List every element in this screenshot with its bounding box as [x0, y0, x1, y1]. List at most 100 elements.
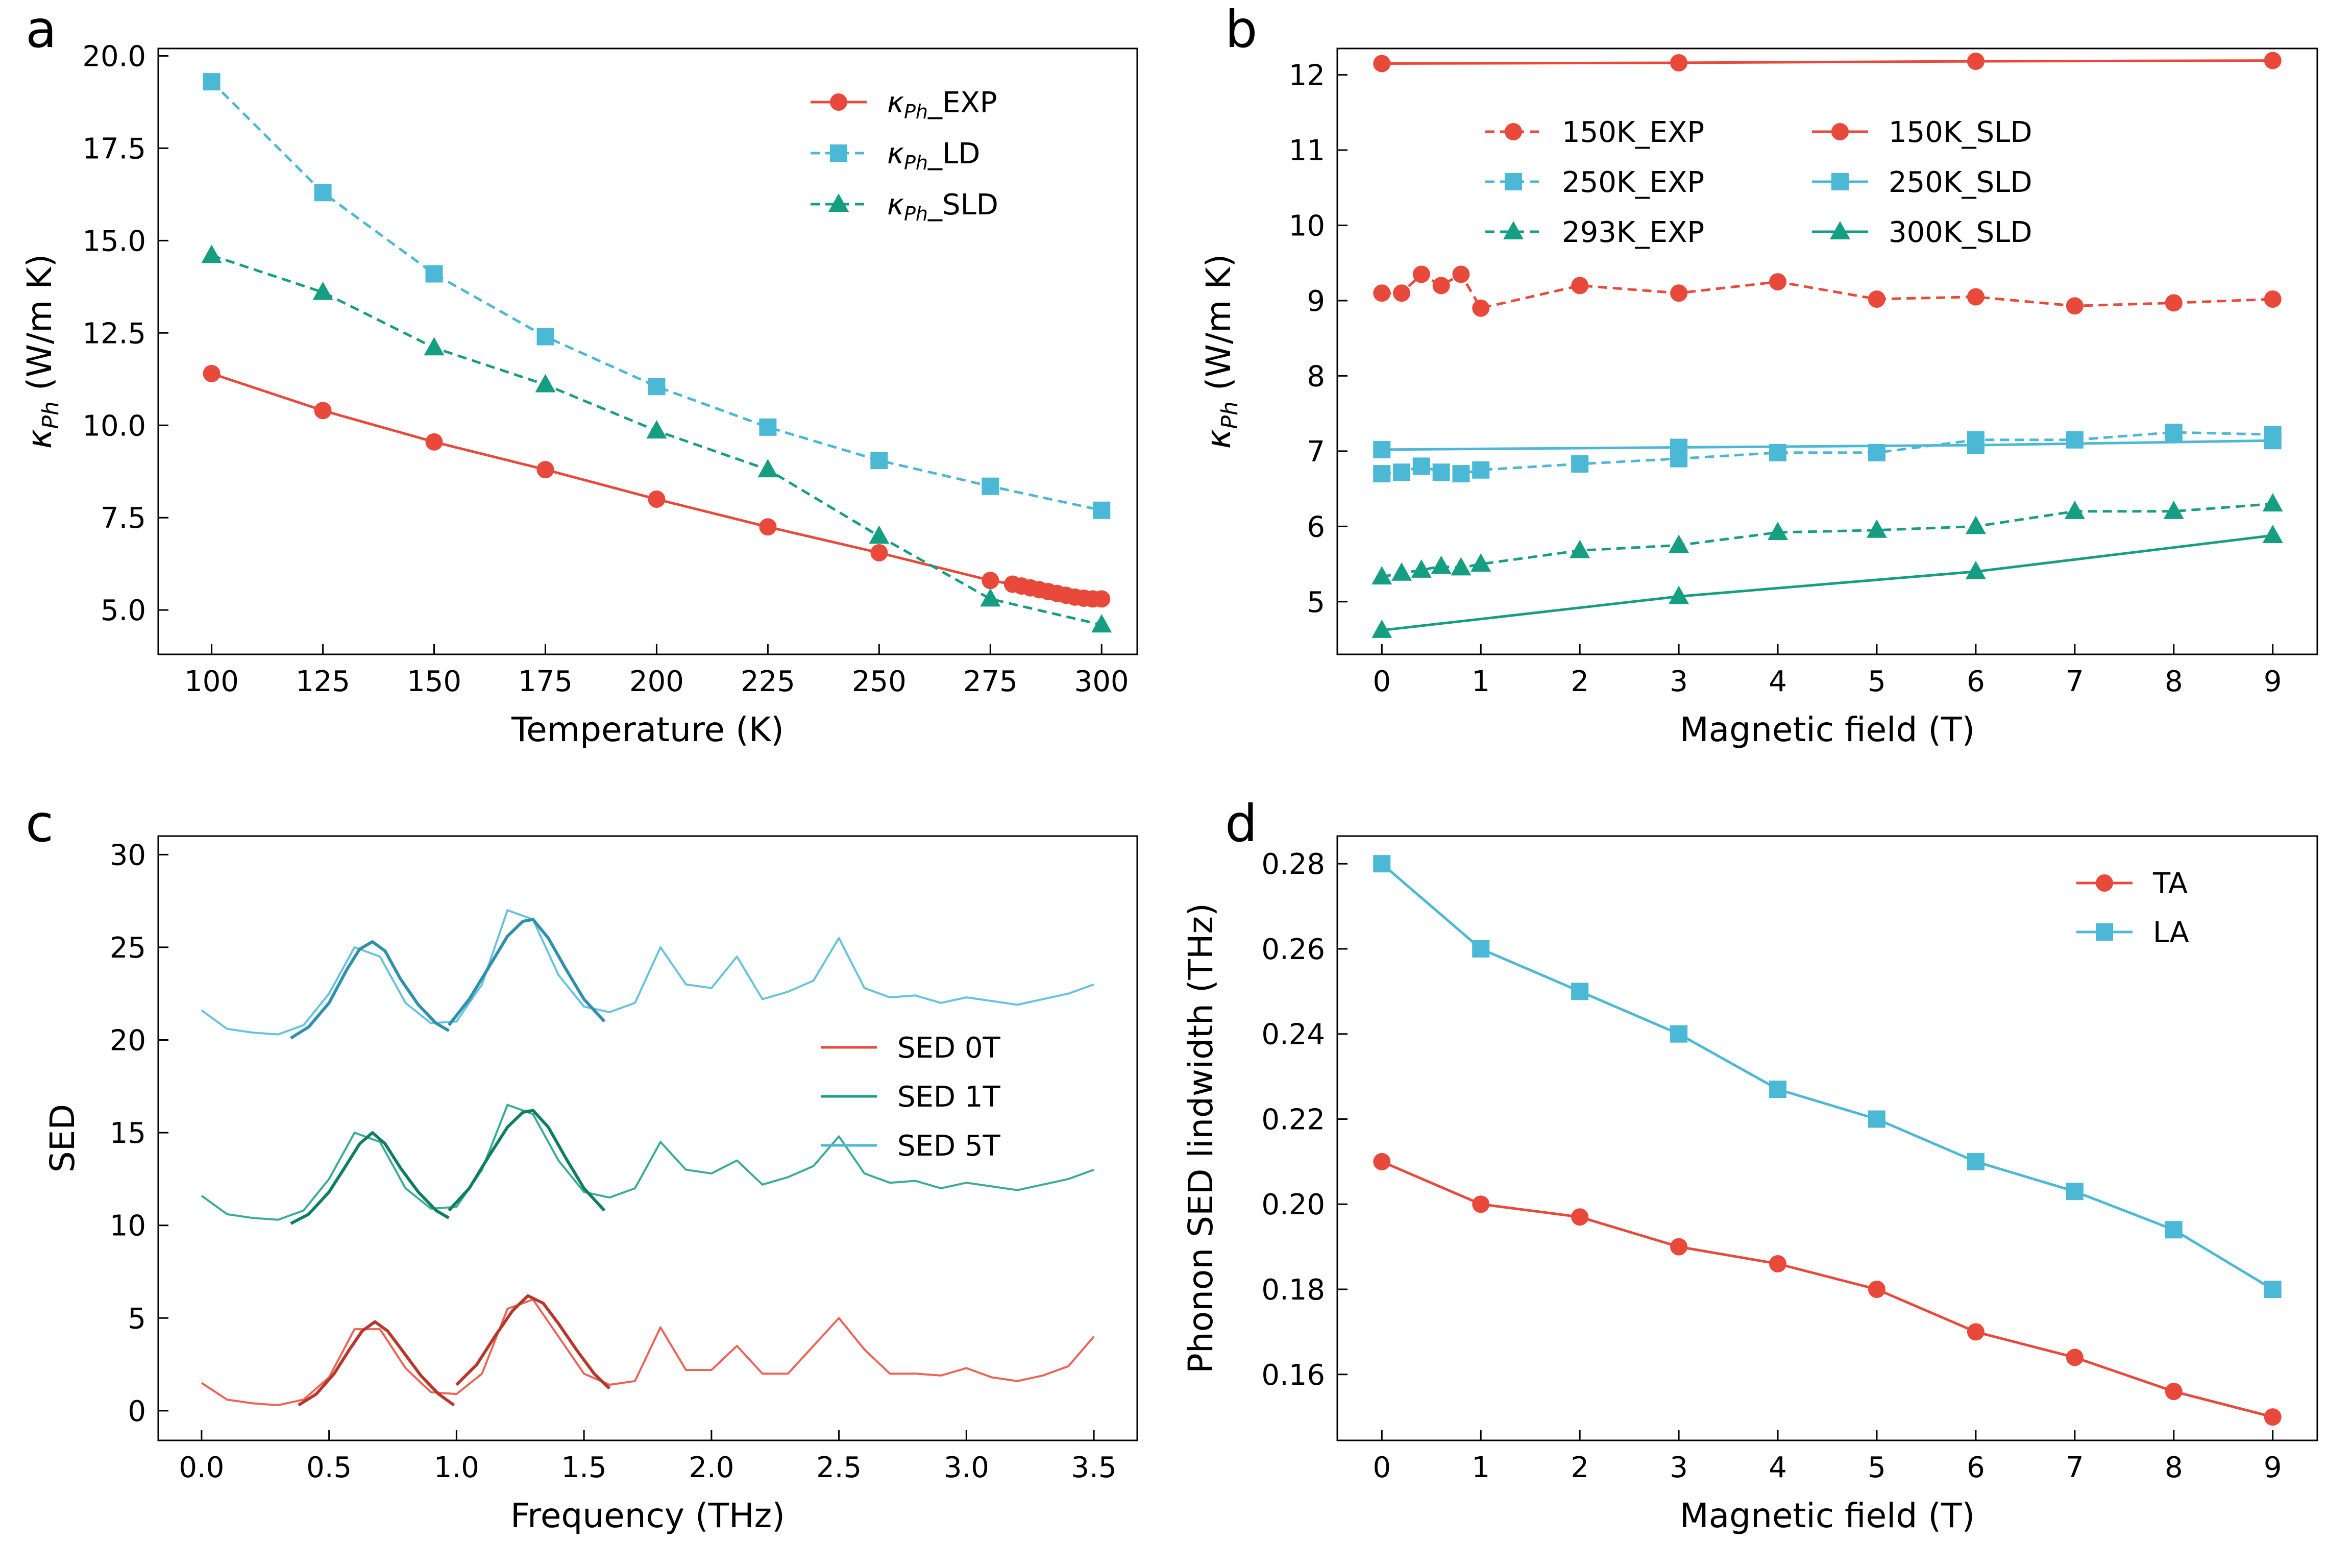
data-point-ph-exp — [536, 461, 554, 479]
data-point-250k-exp — [2165, 424, 2183, 442]
legend-marker-150k-sld — [1831, 123, 1849, 140]
legend-label-sed-1t: SED 1T — [897, 1081, 1000, 1114]
x-tick-label-b: 8 — [2165, 665, 2183, 698]
data-point-ph-sld — [757, 459, 778, 478]
x-tick-label-b: 4 — [1769, 665, 1787, 698]
data-point-ta — [1472, 1195, 1490, 1213]
x-tick-label-a: 200 — [629, 665, 684, 698]
data-point-300k-sld — [1371, 619, 1392, 638]
data-point-150k-exp — [1868, 290, 1885, 308]
data-point-ta — [1967, 1323, 1984, 1341]
data-point-ph-exp — [870, 544, 888, 561]
series-line-ph-sld — [211, 254, 1102, 626]
series-line-ta — [1381, 1160, 2273, 1418]
data-point-293k-exp — [1669, 534, 1689, 553]
panel-a: 100 125 150 175 200 225 250 275 300 5.0 7.5 10.0 12.… — [20, 40, 1138, 749]
y-tick-label-d: 0.28 — [1261, 848, 1325, 881]
series-300k-sld — [1371, 525, 2283, 638]
x-axis-label-c: Frequency (THz) — [510, 1496, 785, 1535]
series-150k-sld — [1373, 52, 2282, 72]
data-point-150k-exp — [1967, 288, 1984, 306]
x-tick-label-c: 2.5 — [816, 1451, 862, 1484]
data-point-150k-sld — [2264, 52, 2282, 69]
y-tick-label-c: 0 — [128, 1395, 146, 1428]
data-point-la — [2264, 1281, 2282, 1298]
series-la — [1373, 855, 2282, 1298]
data-point-ph-sld — [201, 244, 222, 263]
data-point-293k-exp — [1451, 557, 1472, 576]
x-tick-label-d: 7 — [2066, 1451, 2084, 1484]
data-point-250k-sld — [1373, 440, 1391, 458]
data-point-ph-ld — [648, 378, 666, 396]
series-ta — [1373, 1153, 2282, 1426]
data-point-300k-sld — [1669, 585, 1689, 604]
data-point-ph-sld — [535, 374, 556, 393]
legend-label-sed-0t: SED 0T — [897, 1032, 1000, 1065]
y-tick-label-c: 5 — [128, 1302, 146, 1335]
data-point-ph-exp — [982, 572, 999, 590]
x-tick-label-b: 2 — [1571, 665, 1589, 698]
data-point-293k-exp — [1411, 559, 1432, 578]
y-tick-label-a: 7.5 — [101, 502, 146, 535]
data-point-ph-exp — [203, 364, 220, 382]
x-tick-label-c: 1.0 — [434, 1451, 479, 1484]
data-point-150k-exp — [1472, 299, 1490, 317]
data-point-250k-sld — [1670, 438, 1688, 456]
data-point-la — [1571, 983, 1589, 1000]
data-point-ph-exp — [1093, 590, 1111, 608]
x-tick-label-d: 4 — [1769, 1451, 1787, 1484]
panel-letter-a: a — [26, 0, 57, 59]
legend-label-ph-sld: κPh_SLD — [887, 188, 998, 225]
data-point-la — [1472, 940, 1490, 958]
series-line-300k-sld — [1382, 534, 2273, 632]
y-axis-label-c: SED — [43, 1104, 82, 1172]
panel-letter-c: c — [26, 794, 54, 853]
plot-frame-b — [1336, 47, 2318, 655]
data-point-293k-exp — [2064, 500, 2085, 519]
fit-curve-sed-1t — [290, 1131, 450, 1225]
data-point-250k-exp — [1393, 463, 1411, 481]
fit-curve-sed-1t — [448, 1109, 606, 1212]
data-point-293k-exp — [1965, 516, 1986, 534]
legend-marker-250k-sld — [1831, 173, 1849, 190]
data-point-293k-exp — [2163, 500, 2184, 519]
data-point-la — [1967, 1153, 1984, 1170]
data-point-150k-exp — [1412, 265, 1430, 283]
legend-label-250k-sld: 250K_SLD — [1889, 166, 2032, 199]
x-tick-label-b: 3 — [1670, 665, 1688, 698]
series-250k-exp — [1373, 424, 2282, 483]
x-tick-label-b: 0 — [1373, 665, 1391, 698]
data-point-150k-exp — [1571, 277, 1589, 295]
y-tick-label-a: 15.0 — [82, 225, 146, 258]
legend-marker-ph-sld — [828, 193, 849, 212]
fit-curve-sed-0t — [298, 1320, 455, 1407]
data-point-ph-ld — [1093, 501, 1111, 519]
legend-label-150k-sld: 150K_SLD — [1889, 116, 2032, 149]
data-point-150k-exp — [1769, 273, 1787, 291]
data-point-ta — [1373, 1153, 1391, 1170]
data-point-300k-sld — [1965, 560, 1986, 579]
series-line-ph-exp — [211, 372, 1102, 600]
legend-label-293k-exp: 293K_EXP — [1562, 216, 1704, 249]
data-point-250k-exp — [1472, 461, 1490, 479]
data-point-ph-sld — [312, 281, 333, 300]
data-point-293k-exp — [1768, 522, 1788, 541]
data-point-ph-sld — [424, 337, 445, 356]
x-tick-label-a: 250 — [852, 665, 906, 698]
series-line-250k-exp — [1382, 431, 2273, 475]
data-point-293k-exp — [2262, 493, 2283, 512]
x-tick-label-b: 5 — [1868, 665, 1886, 698]
series-sed-5t — [201, 909, 1094, 1040]
y-tick-label-d: 0.24 — [1261, 1018, 1325, 1051]
legend-label-la: LA — [2153, 916, 2189, 949]
data-point-250k-exp — [1432, 463, 1450, 481]
data-point-ta — [1769, 1255, 1787, 1272]
y-tick-label-b: 6 — [1307, 510, 1325, 544]
data-point-150k-exp — [2264, 290, 2282, 308]
legend-label-150k-exp: 150K_EXP — [1562, 116, 1704, 149]
data-point-ph-exp — [425, 433, 443, 451]
data-point-la — [2066, 1183, 2084, 1200]
legend-marker-250k-exp — [1505, 173, 1522, 190]
